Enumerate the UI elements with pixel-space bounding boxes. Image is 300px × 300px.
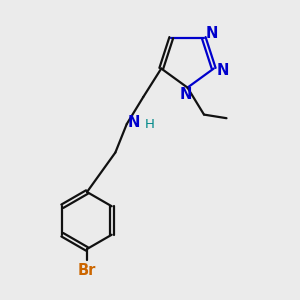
Text: Br: Br [78, 263, 96, 278]
Text: N: N [217, 62, 229, 77]
Text: H: H [144, 118, 154, 131]
Text: N: N [206, 26, 218, 41]
Text: N: N [180, 87, 192, 102]
Text: N: N [127, 115, 140, 130]
